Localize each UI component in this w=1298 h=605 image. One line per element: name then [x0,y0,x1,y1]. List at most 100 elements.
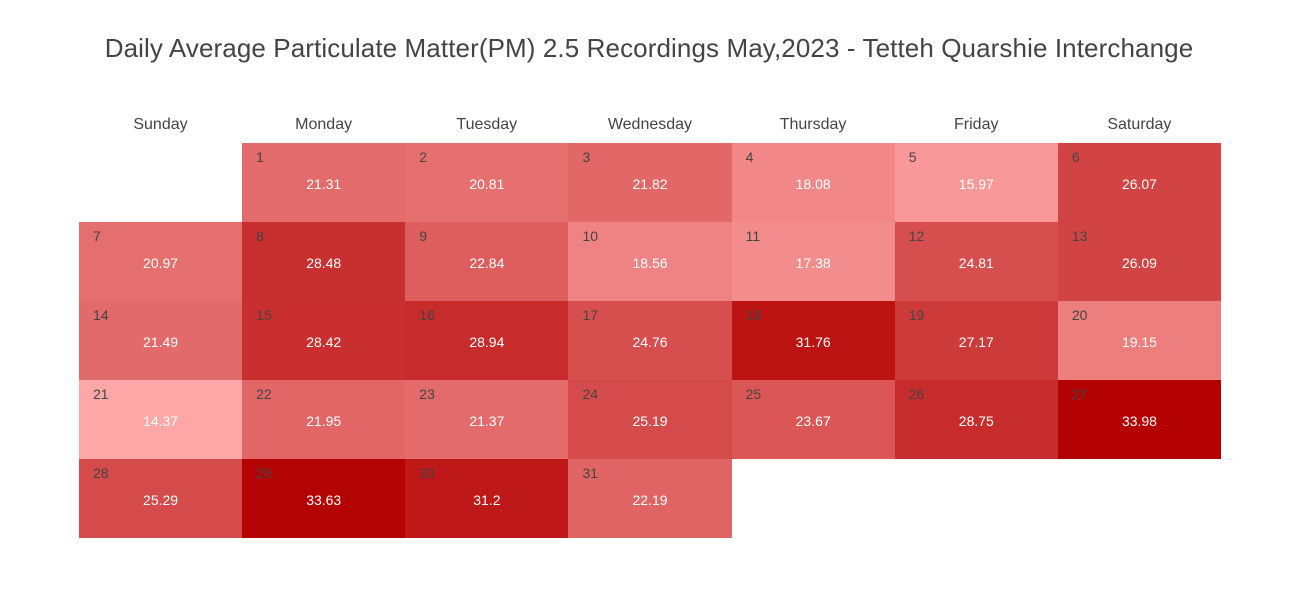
day-number: 15 [256,307,272,323]
heatmap-cell: 22 21.95 [242,380,406,459]
value-label: 28.75 [958,413,994,429]
value-label: 28.42 [306,334,342,350]
value-label: 22.19 [632,492,668,508]
day-number: 31 [582,465,599,481]
value-label: 31.76 [795,334,831,350]
weekday-header-monday: Monday [295,116,353,133]
value-label: 20.97 [143,255,179,271]
weekday-header-tuesday: Tuesday [456,116,518,133]
value-label: 27.17 [958,334,994,350]
heatmap-cell: 15 28.42 [242,301,406,380]
value-label: 21.37 [469,413,505,429]
heatmap-cell: 6 26.07 [1057,143,1222,222]
value-label: 24.81 [958,255,994,271]
heatmap-cell: 14 21.49 [79,301,243,380]
day-number: 19 [908,307,925,323]
heatmap-cell: 27 33.98 [1057,380,1222,459]
heatmap-cell: 7 20.97 [79,222,243,301]
day-number: 28 [93,465,109,481]
value-label: 26.07 [1121,176,1157,192]
heatmap-cell: 10 18.56 [568,222,732,301]
day-number: 12 [908,228,925,244]
weekday-header-friday: Friday [954,116,999,133]
day-number: 8 [256,228,264,244]
day-number: 16 [419,307,435,323]
value-label: 25.19 [632,413,668,429]
heatmap-cell: 24 25.19 [568,380,732,459]
value-label: 21.31 [306,176,342,192]
value-label: 26.09 [1121,255,1157,271]
heatmap-cell: 2 20.81 [405,143,569,222]
value-label: 19.15 [1121,334,1157,350]
day-number: 5 [908,149,917,165]
heatmap-cell: 29 33.63 [242,459,406,538]
day-number: 10 [582,228,599,244]
day-number: 18 [745,307,762,323]
heatmap-cell: 17 24.76 [568,301,732,380]
heatmap-cell: 9 22.84 [405,222,569,301]
weekday-header-sunday: Sunday [133,116,188,133]
value-label: 18.56 [632,255,668,271]
day-number: 21 [93,386,109,402]
heatmap-cell: 18 31.76 [731,301,895,380]
heatmap-cell: 31 22.19 [568,459,732,538]
heatmap-cell: 11 17.38 [731,222,895,301]
value-label: 23.67 [795,413,831,429]
value-label: 17.38 [795,255,831,271]
value-label: 24.76 [632,334,668,350]
value-label: 33.63 [306,492,342,508]
value-label: 21.95 [306,413,342,429]
day-number: 3 [582,149,591,165]
heatmap-cell: 1 21.31 [242,143,406,222]
day-number: 26 [908,386,925,402]
day-number: 25 [745,386,762,402]
day-number: 29 [256,465,272,481]
value-label: 33.98 [1121,413,1157,429]
heatmap-cell: 21 14.37 [79,380,243,459]
heatmap-cell: 20 19.15 [1057,301,1222,380]
heatmap-cell: 30 31.2 [405,459,569,538]
heatmap-cell: 19 27.17 [894,301,1058,380]
value-label: 21.49 [143,334,179,350]
value-label: 18.08 [795,176,831,192]
day-number: 22 [256,386,272,402]
day-number: 7 [93,228,101,244]
day-number: 2 [419,149,428,165]
value-label: 28.94 [469,334,505,350]
heatmap-cell: 23 21.37 [405,380,569,459]
value-label: 21.82 [632,176,668,192]
heatmap-cell: 4 18.08 [731,143,895,222]
heatmap-cell: 13 26.09 [1057,222,1222,301]
heatmap-cell: 25 23.67 [731,380,895,459]
day-number: 17 [582,307,599,323]
day-number: 1 [256,149,264,165]
day-number: 4 [745,149,754,165]
day-number: 30 [419,465,435,481]
day-number: 13 [1071,228,1088,244]
value-label: 15.97 [958,176,994,192]
day-number: 24 [582,386,599,402]
day-number: 9 [419,228,428,244]
calendar-heatmap: 1 21.31 2 20.81 3 21.82 4 18.08 5 15.97 6 26.07 7 20.… [79,143,1222,538]
value-label: 31.2 [473,492,501,508]
heatmap-cell: 12 24.81 [894,222,1058,301]
value-label: 25.29 [143,492,179,508]
chart-title: Daily Average Particulate Matter(PM) 2.5… [104,33,1194,63]
value-label: 28.48 [306,255,342,271]
weekday-header-thursday: Thursday [779,116,847,133]
day-number: 23 [419,386,435,402]
day-number: 6 [1071,149,1080,165]
value-label: 20.81 [469,176,505,192]
heatmap-cell: 8 28.48 [242,222,406,301]
value-label: 22.84 [469,255,505,271]
heatmap-cell: 26 28.75 [894,380,1058,459]
day-number: 14 [93,307,109,323]
day-number: 11 [745,228,761,244]
value-label: 14.37 [143,413,179,429]
weekday-header-saturday: Saturday [1107,116,1172,133]
heatmap-cell: 5 15.97 [894,143,1058,222]
day-number: 27 [1071,386,1088,402]
heatmap-cell: 16 28.94 [405,301,569,380]
day-number: 20 [1071,307,1088,323]
heatmap-cell: 28 25.29 [79,459,243,538]
